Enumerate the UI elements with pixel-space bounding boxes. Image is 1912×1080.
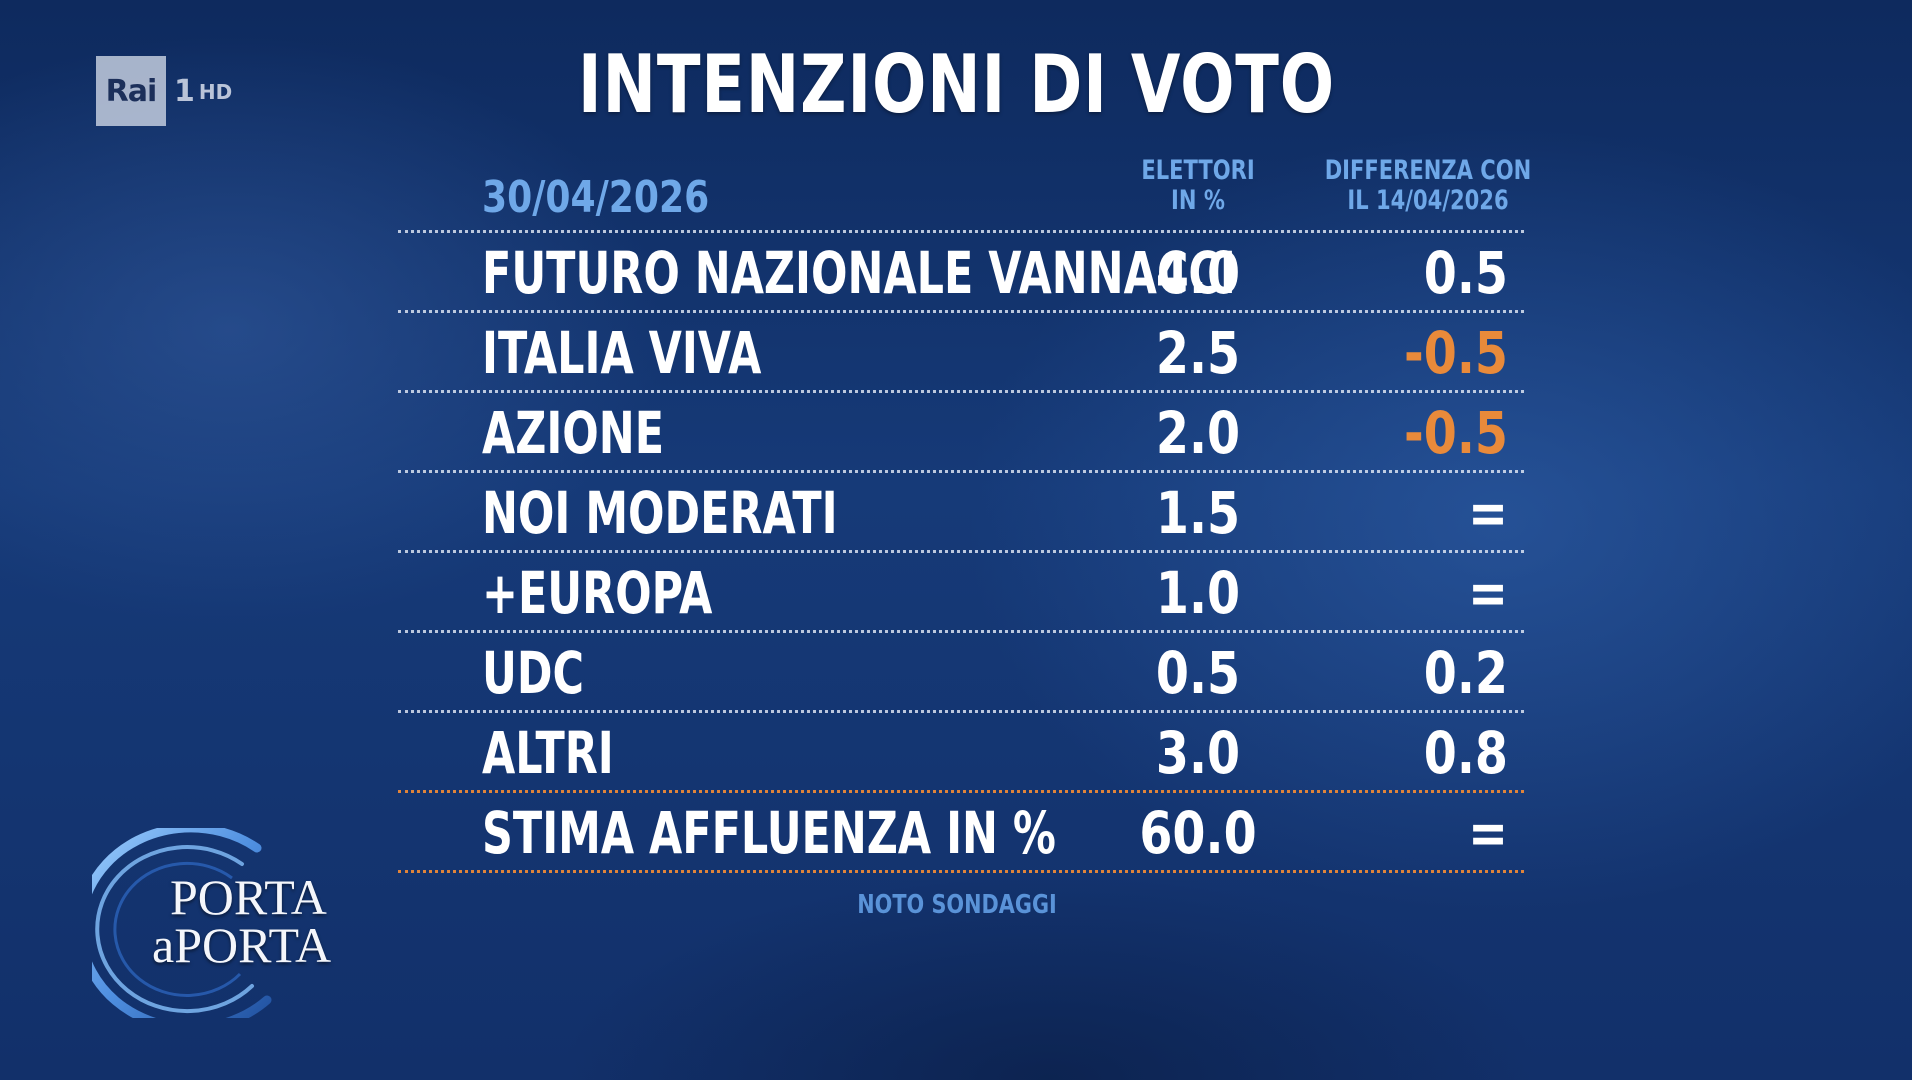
- party-name: ITALIA VIVA: [482, 319, 762, 387]
- table-row: NOI MODERATI 1.5 =: [398, 473, 1524, 553]
- party-name: ALTRI: [482, 719, 614, 787]
- vote-percentage: 4.0: [1155, 239, 1241, 307]
- rai1-logo: Rai 1 HD: [96, 56, 232, 126]
- column-header-difference: DIFFERENZA CON IL 14/04/2026: [1258, 156, 1598, 216]
- column-header-votes-line1: ELETTORI: [1141, 155, 1255, 186]
- vote-difference: -0.5: [1404, 399, 1508, 467]
- table-row: UDC 0.5 0.2: [398, 633, 1524, 713]
- table-row: AZIONE 2.0 -0.5: [398, 393, 1524, 473]
- column-header-votes: ELETTORI IN %: [1118, 156, 1278, 216]
- channel-quality: HD: [198, 80, 233, 104]
- vote-percentage: 2.5: [1155, 319, 1241, 387]
- channel-number: 1: [174, 73, 195, 109]
- vote-difference: -0.5: [1404, 319, 1508, 387]
- party-name: AZIONE: [482, 399, 665, 467]
- table-row: ALTRI 3.0 0.8: [398, 713, 1524, 793]
- table-header: 30/04/2026 ELETTORI IN % DIFFERENZA CON …: [398, 150, 1531, 233]
- poll-date: 30/04/2026: [482, 172, 710, 223]
- column-header-difference-line1: DIFFERENZA CON: [1324, 155, 1532, 186]
- vote-percentage: 0.5: [1155, 639, 1241, 707]
- turnout-row: STIMA AFFLUENZA IN % 60.0 =: [398, 793, 1524, 873]
- vote-difference: =: [1468, 559, 1508, 627]
- turnout-label: STIMA AFFLUENZA IN %: [482, 799, 1056, 867]
- column-header-difference-line2: IL 14/04/2026: [1347, 185, 1509, 216]
- vote-difference: 0.5: [1423, 239, 1508, 307]
- vote-difference: 0.8: [1423, 719, 1508, 787]
- show-title-line2: aPORTA: [152, 917, 332, 973]
- turnout-value: 60.0: [1139, 799, 1257, 867]
- table-row: ITALIA VIVA 2.5 -0.5: [398, 313, 1524, 393]
- vote-percentage: 1.5: [1155, 479, 1241, 547]
- rai-logo-box: Rai: [96, 56, 166, 126]
- party-name: +EUROPA: [482, 559, 713, 627]
- vote-percentage: 2.0: [1155, 399, 1241, 467]
- table-row: +EUROPA 1.0 =: [398, 553, 1524, 633]
- logo-arc-icon: [92, 828, 272, 1018]
- party-name: UDC: [482, 639, 584, 707]
- poll-source: NOTO SONDAGGI: [857, 890, 1057, 920]
- table-row: FUTURO NAZIONALE VANNACCI 4.0 0.5: [398, 233, 1524, 313]
- column-header-votes-line2: IN %: [1171, 185, 1225, 216]
- turnout-difference: =: [1468, 799, 1508, 867]
- poll-table: 30/04/2026 ELETTORI IN % DIFFERENZA CON …: [398, 150, 1531, 873]
- rai-logo-text: Rai: [105, 73, 158, 109]
- party-name: FUTURO NAZIONALE VANNACCI: [482, 239, 1236, 307]
- show-title-line1: PORTA: [170, 869, 327, 925]
- vote-percentage: 1.0: [1155, 559, 1241, 627]
- party-name: NOI MODERATI: [482, 479, 838, 547]
- vote-percentage: 3.0: [1155, 719, 1241, 787]
- porta-a-porta-logo: PORTA aPORTA: [92, 828, 352, 1018]
- page-title: INTENZIONI DI VOTO: [577, 38, 1335, 131]
- vote-difference: 0.2: [1423, 639, 1508, 707]
- vote-difference: =: [1468, 479, 1508, 547]
